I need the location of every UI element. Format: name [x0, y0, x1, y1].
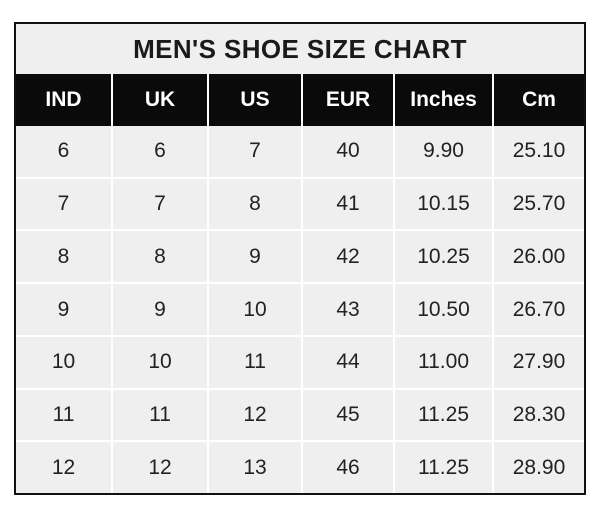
cell-inches: 10.25	[395, 231, 494, 283]
cell-eur: 43	[303, 284, 395, 335]
table-row: 8 8 9 42 10.25 26.00	[16, 231, 584, 285]
column-header-us: US	[209, 74, 303, 126]
cell-eur: 41	[303, 178, 395, 230]
cell-inches: 11.00	[395, 336, 494, 388]
column-header-eur: EUR	[303, 74, 395, 126]
cell-us: 7	[209, 126, 303, 177]
cell-inches: 9.90	[395, 126, 494, 177]
column-header-uk: UK	[113, 74, 209, 126]
table-row: 12 12 13 46 11.25 28.90	[16, 442, 584, 494]
table-row: 11 11 12 45 11.25 28.30	[16, 389, 584, 443]
cell-ind: 6	[16, 126, 113, 177]
column-header-cm: Cm	[494, 74, 584, 126]
cell-ind: 11	[16, 389, 113, 441]
cell-uk: 7	[113, 178, 209, 230]
cell-ind: 7	[16, 178, 113, 230]
cell-ind: 10	[16, 336, 113, 388]
cell-eur: 40	[303, 126, 395, 177]
table-header-row: IND UK US EUR Inches Cm	[16, 74, 584, 126]
cell-inches: 11.25	[395, 442, 494, 494]
table-row: 9 9 10 43 10.50 26.70	[16, 284, 584, 337]
cell-inches: 11.25	[395, 389, 494, 441]
cell-uk: 10	[113, 336, 209, 388]
cell-cm: 28.30	[494, 389, 584, 441]
cell-cm: 27.90	[494, 336, 584, 388]
cell-ind: 8	[16, 231, 113, 283]
cell-eur: 46	[303, 442, 395, 494]
cell-ind: 9	[16, 284, 113, 335]
page-title: MEN'S SHOE SIZE CHART	[16, 24, 584, 74]
cell-us: 9	[209, 231, 303, 283]
cell-us: 11	[209, 336, 303, 388]
table-row: 7 7 8 41 10.15 25.70	[16, 178, 584, 232]
cell-us: 12	[209, 389, 303, 441]
table-body: 6 6 7 40 9.90 25.10 7 7 8 41 10.15 25.70…	[16, 126, 584, 494]
column-header-inches: Inches	[395, 74, 494, 126]
cell-cm: 28.90	[494, 442, 584, 494]
cell-eur: 42	[303, 231, 395, 283]
cell-eur: 44	[303, 336, 395, 388]
cell-cm: 26.00	[494, 231, 584, 283]
cell-inches: 10.15	[395, 178, 494, 230]
cell-us: 8	[209, 178, 303, 230]
cell-uk: 9	[113, 284, 209, 335]
cell-us: 13	[209, 442, 303, 494]
table-row: 6 6 7 40 9.90 25.10	[16, 126, 584, 179]
cell-cm: 25.10	[494, 126, 584, 177]
cell-us: 10	[209, 284, 303, 335]
size-chart-table: MEN'S SHOE SIZE CHART IND UK US EUR Inch…	[14, 22, 586, 495]
cell-uk: 11	[113, 389, 209, 441]
cell-ind: 12	[16, 442, 113, 494]
cell-inches: 10.50	[395, 284, 494, 335]
column-header-ind: IND	[16, 74, 113, 126]
cell-uk: 6	[113, 126, 209, 177]
cell-cm: 25.70	[494, 178, 584, 230]
cell-cm: 26.70	[494, 284, 584, 335]
cell-eur: 45	[303, 389, 395, 441]
cell-uk: 8	[113, 231, 209, 283]
cell-uk: 12	[113, 442, 209, 494]
table-row: 10 10 11 44 11.00 27.90	[16, 336, 584, 390]
